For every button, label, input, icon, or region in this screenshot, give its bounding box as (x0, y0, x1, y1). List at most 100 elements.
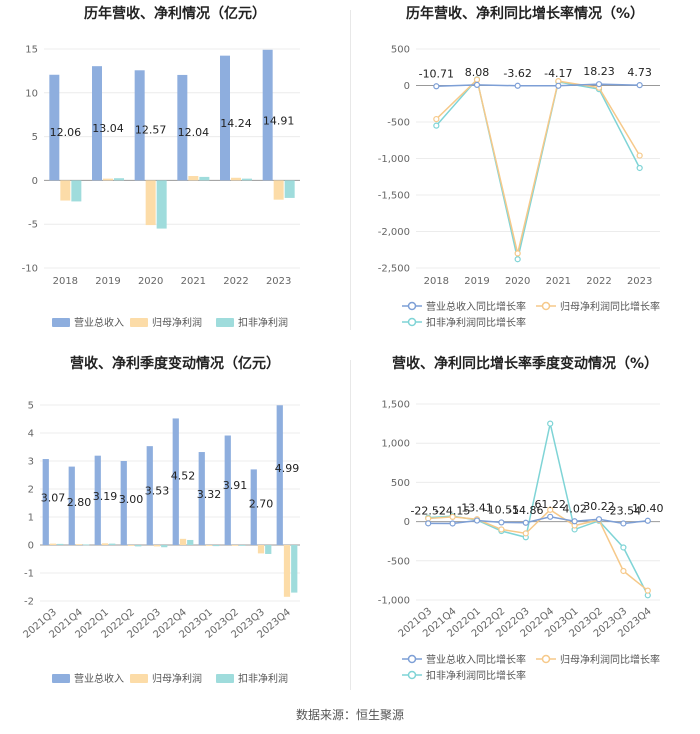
bar (103, 178, 113, 181)
series-line (428, 516, 648, 525)
bar (231, 177, 241, 181)
point (636, 82, 643, 89)
y-tick-label: 0 (32, 176, 38, 187)
point (498, 526, 505, 533)
bar (262, 49, 273, 181)
annual-growth-chart: 历年营收、净利同比增长率情况（%） 500 0 -500 -1,000 -1,500 -2,… (378, 5, 660, 329)
bar (135, 545, 142, 547)
bar (68, 466, 75, 545)
bar (83, 544, 90, 546)
point (636, 164, 643, 172)
point (433, 83, 440, 90)
y-tick-label: -1 (24, 569, 34, 580)
bar (145, 180, 156, 226)
y-tick-label: 500 (391, 45, 410, 56)
point (473, 517, 481, 524)
bar (42, 459, 49, 545)
data-label: -10.71 (419, 67, 454, 80)
point (555, 82, 562, 89)
point (620, 567, 627, 575)
legend-swatch (52, 674, 70, 683)
bar (284, 180, 295, 198)
bar (213, 545, 220, 547)
data-label: 3.32 (197, 488, 222, 501)
y-tick-label: 3 (28, 457, 34, 468)
data-label: 3.00 (119, 493, 144, 506)
point (514, 250, 521, 257)
point (449, 513, 456, 520)
legend-label: 归母净利润 (152, 672, 202, 685)
legend-swatch (130, 674, 148, 683)
x-tick-label: 2022 (223, 276, 248, 287)
series-line (436, 83, 640, 88)
x-tick-label: 2019 (95, 276, 120, 287)
legend-label: 营业总收入 (74, 672, 124, 685)
point (595, 81, 603, 88)
x-tick-label: 2022 (586, 276, 611, 287)
y-tick-label: 1 (28, 513, 34, 524)
x-tick-label: 2018 (53, 276, 78, 287)
point (433, 122, 440, 129)
x-tick-label: 2019 (464, 276, 489, 287)
quarterly-bar-panel: 营收、净利季度变动情况（亿元） 5 4 3 2 1 0 -1 -2 2021Q3 3.07 2021Q… (0, 350, 350, 700)
legend-marker (407, 301, 417, 311)
data-label: 2.70 (249, 497, 274, 510)
data-label: 3.53 (145, 485, 170, 498)
bar (265, 545, 272, 554)
data-label: 4.52 (171, 469, 196, 482)
data-label: 12.57 (135, 124, 167, 137)
legend-marker (407, 654, 417, 664)
legend-label: 营业总收入 (74, 316, 124, 329)
series-line (435, 78, 641, 254)
bar (120, 461, 127, 545)
point (522, 530, 529, 537)
vertical-divider-bottom (350, 360, 351, 690)
bar (101, 543, 109, 545)
bar (57, 543, 64, 545)
y-tick-label: -1,000 (378, 596, 410, 607)
x-tick-label: 2020 (138, 276, 163, 287)
point (433, 115, 440, 123)
data-label: 13.04 (92, 122, 124, 135)
data-label: 13.41 (461, 502, 493, 515)
point (473, 81, 481, 89)
point (620, 520, 627, 527)
annual-bar-chart: 历年营收、净利情况（亿元） 15 10 5 0 -5 -10 2018 12.06 2019 13.… (22, 5, 300, 329)
data-label: -24.15 (435, 504, 470, 517)
legend-swatch (52, 318, 70, 327)
y-tick-label: 0 (404, 81, 410, 92)
bar (242, 178, 252, 181)
bar (60, 180, 71, 201)
legend-marker (407, 670, 417, 680)
chart-title: 营收、净利季度变动情况（亿元） (70, 355, 280, 372)
legend-label: 营业总收入同比增长率 (426, 300, 526, 313)
bar (220, 55, 230, 181)
chart-title: 历年营收、净利同比增长率情况（%） (406, 5, 644, 22)
y-tick-label: -2,500 (378, 264, 410, 275)
bar (283, 545, 291, 597)
y-tick-label: 1,000 (381, 439, 410, 450)
data-label: -10.55 (484, 503, 519, 516)
bar (109, 543, 116, 545)
bar (146, 446, 153, 545)
data-label: -4.17 (544, 67, 572, 80)
data-label: 8.08 (465, 66, 490, 79)
y-tick-label: 15 (25, 45, 38, 56)
data-label: 10.40 (632, 502, 664, 515)
data-label: 4.02 (562, 502, 587, 515)
y-tick-label: -1,500 (378, 191, 410, 202)
bar (153, 545, 161, 547)
data-source: 数据来源：恒生聚源 (295, 708, 404, 722)
point (595, 516, 603, 523)
bar (188, 176, 199, 181)
legend-label: 归母净利润 (152, 316, 202, 329)
legend-label: 扣非净利润同比增长率 (426, 669, 526, 682)
bar (172, 418, 179, 545)
chart-title: 历年营收、净利情况（亿元） (84, 5, 266, 22)
data-label: 12.06 (50, 126, 82, 139)
point (571, 518, 578, 525)
y-tick-label: -2 (24, 597, 34, 608)
bar (231, 545, 239, 546)
data-label: 14.24 (220, 117, 252, 130)
annual-growth-panel: 历年营收、净利同比增长率情况（%） 500 0 -500 -1,000 -1,500 -2,… (350, 0, 700, 350)
